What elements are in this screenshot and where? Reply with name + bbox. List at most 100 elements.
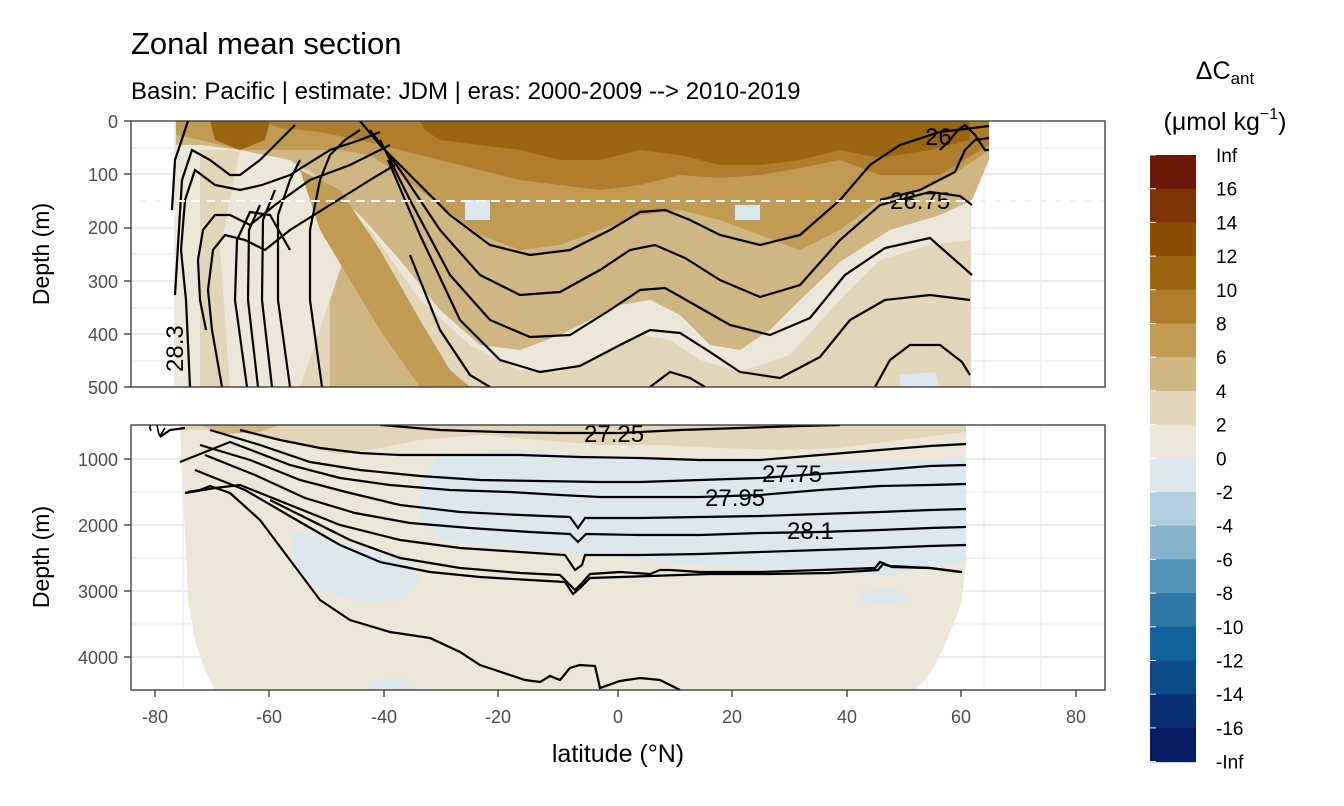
upper-field-neg-patch-2 — [735, 205, 760, 220]
legend-title-sub: ant — [1231, 69, 1255, 88]
legend-swatch — [1150, 289, 1196, 325]
legend-swatch — [1150, 525, 1196, 560]
contour-label-26: 26 — [925, 124, 952, 151]
y-axis-upper-ticks — [124, 120, 131, 388]
upper-panel-field: 26 26.75 28.3 — [131, 121, 1105, 387]
legend-break-label: -Inf — [1216, 753, 1244, 774]
legend-break-label: -8 — [1216, 584, 1233, 605]
y-tick-label: 100 — [88, 165, 118, 185]
legend-swatch — [1150, 559, 1196, 594]
legend-break-label: 14 — [1216, 213, 1238, 234]
y-axis-lower-ticks — [124, 458, 131, 658]
legend-units-exp: −1 — [1260, 106, 1278, 123]
upper-panel: 26 26.75 28.3 — [130, 120, 1106, 388]
x-tick-label: -20 — [485, 707, 511, 727]
legend-swatch — [1150, 492, 1196, 527]
legend-units-text: (μmol kg — [1164, 108, 1260, 136]
upper-field-neg-patch-3 — [900, 372, 940, 387]
contour-label-27-25: 27.25 — [584, 421, 644, 448]
legend-units: (μmol kg−1) — [1164, 106, 1287, 136]
legend-break-label: -2 — [1216, 483, 1233, 504]
y-tick-label: 200 — [88, 218, 118, 238]
legend-title: ΔCant — [1196, 57, 1255, 88]
legend-swatch — [1150, 424, 1196, 459]
legend-break-label: -16 — [1216, 719, 1243, 740]
x-axis-title: latitude (°N) — [552, 740, 684, 768]
legend-swatch — [1150, 694, 1196, 729]
y-tick-label: 400 — [88, 325, 118, 345]
lower-field-pos-top — [180, 425, 966, 455]
x-tick-label: 60 — [951, 707, 971, 727]
x-tick-label: -80 — [142, 707, 168, 727]
legend-break-label: 16 — [1216, 180, 1237, 201]
legend-break-label: 4 — [1216, 382, 1227, 403]
x-tick-label: 0 — [613, 707, 623, 727]
legend-swatch — [1150, 727, 1196, 763]
x-tick-label: 80 — [1066, 707, 1086, 727]
legend-swatch — [1150, 626, 1196, 662]
chart-subtitle: Basin: Pacific | estimate: JDM | eras: 2… — [131, 78, 800, 105]
y-tick-label: 300 — [88, 272, 118, 292]
chart-title: Zonal mean section — [131, 26, 402, 61]
legend-break-label: -4 — [1216, 517, 1233, 538]
legend-swatch — [1150, 188, 1196, 223]
upper-field-band-10 — [420, 121, 970, 165]
legend-swatch — [1150, 660, 1196, 695]
legend-break-label: -6 — [1216, 550, 1233, 571]
x-axis-ticks — [154, 690, 1077, 697]
y-tick-label: 1000 — [78, 450, 118, 470]
lower-field-neg-2 — [290, 530, 420, 602]
legend-swatch — [1150, 222, 1196, 257]
y-tick-label: 2000 — [78, 516, 118, 536]
upper-field-neg-patch-1 — [465, 200, 490, 220]
legend-units-close: ) — [1278, 108, 1286, 136]
lower-field-neg-3 — [370, 678, 420, 690]
legend-swatch — [1150, 390, 1196, 426]
upper-field-band-10-south — [210, 121, 270, 150]
legend-swatch — [1150, 256, 1196, 291]
legend-break-label: -12 — [1216, 652, 1243, 673]
y-axis-upper: 0 100 200 300 400 500 — [88, 112, 118, 398]
upper-isopycnals — [170, 121, 990, 387]
legend-labels: Inf 16 14 12 10 8 6 4 2 0 -2 -4 -6 -8 -10 -12 -14 -16 -Inf — [1216, 146, 1244, 774]
legend-break-label: -14 — [1216, 685, 1244, 706]
x-tick-label: 40 — [837, 707, 857, 727]
y-tick-label: 4000 — [78, 648, 118, 668]
legend-title-main: ΔC — [1196, 57, 1231, 85]
legend-swatch — [1150, 458, 1196, 493]
lower-panel-field: 27.25 27.75 27.95 28.1 28 — [143, 421, 967, 690]
legend-break-label: -10 — [1216, 618, 1243, 639]
legend-break-label: 12 — [1216, 247, 1237, 268]
lower-isopycnals — [159, 425, 967, 690]
x-axis: -80 -60 -40 -20 0 20 40 60 80 — [142, 707, 1086, 727]
contour-label-28-1: 28.1 — [787, 518, 834, 545]
y-tick-label: 500 — [88, 378, 118, 398]
upper-field-band-6-lower — [300, 170, 470, 387]
legend-swatch — [1150, 357, 1196, 392]
legend-break-label: 6 — [1216, 348, 1227, 369]
legend: ΔCant (μmol kg−1) Inf 16 14 12 10 8 6 4 2 0 -2 -4 -6… — [1150, 57, 1286, 774]
legend-swatch — [1150, 323, 1196, 358]
contour-label-28-3: 28.3 — [162, 325, 189, 372]
legend-swatch — [1150, 155, 1196, 190]
upper-panel-border — [130, 120, 1106, 388]
lower-field-neg-4 — [860, 588, 910, 605]
upper-field-band-4b — [330, 240, 470, 387]
y-axis-lower: 1000 2000 3000 4000 — [78, 450, 118, 668]
x-tick-label: 20 — [722, 707, 742, 727]
y-tick-label: 3000 — [78, 582, 118, 602]
lower-panel: 27.25 27.75 27.95 28.1 28 — [130, 421, 1106, 691]
legend-break-label: 0 — [1216, 449, 1227, 470]
contour-label-27-95: 27.95 — [705, 485, 765, 512]
legend-swatch — [1150, 593, 1196, 628]
y-tick-label: 0 — [108, 112, 118, 132]
contour-label-27-75: 27.75 — [762, 461, 822, 488]
legend-break-label: 2 — [1216, 416, 1227, 437]
x-tick-label: -40 — [371, 707, 397, 727]
lower-field-pos-top-2 — [200, 425, 280, 434]
y-axis-title-lower: Depth (m) — [28, 506, 54, 608]
legend-swatches — [1150, 154, 1196, 763]
x-tick-label: -60 — [256, 707, 282, 727]
legend-break-label: 8 — [1216, 315, 1227, 336]
